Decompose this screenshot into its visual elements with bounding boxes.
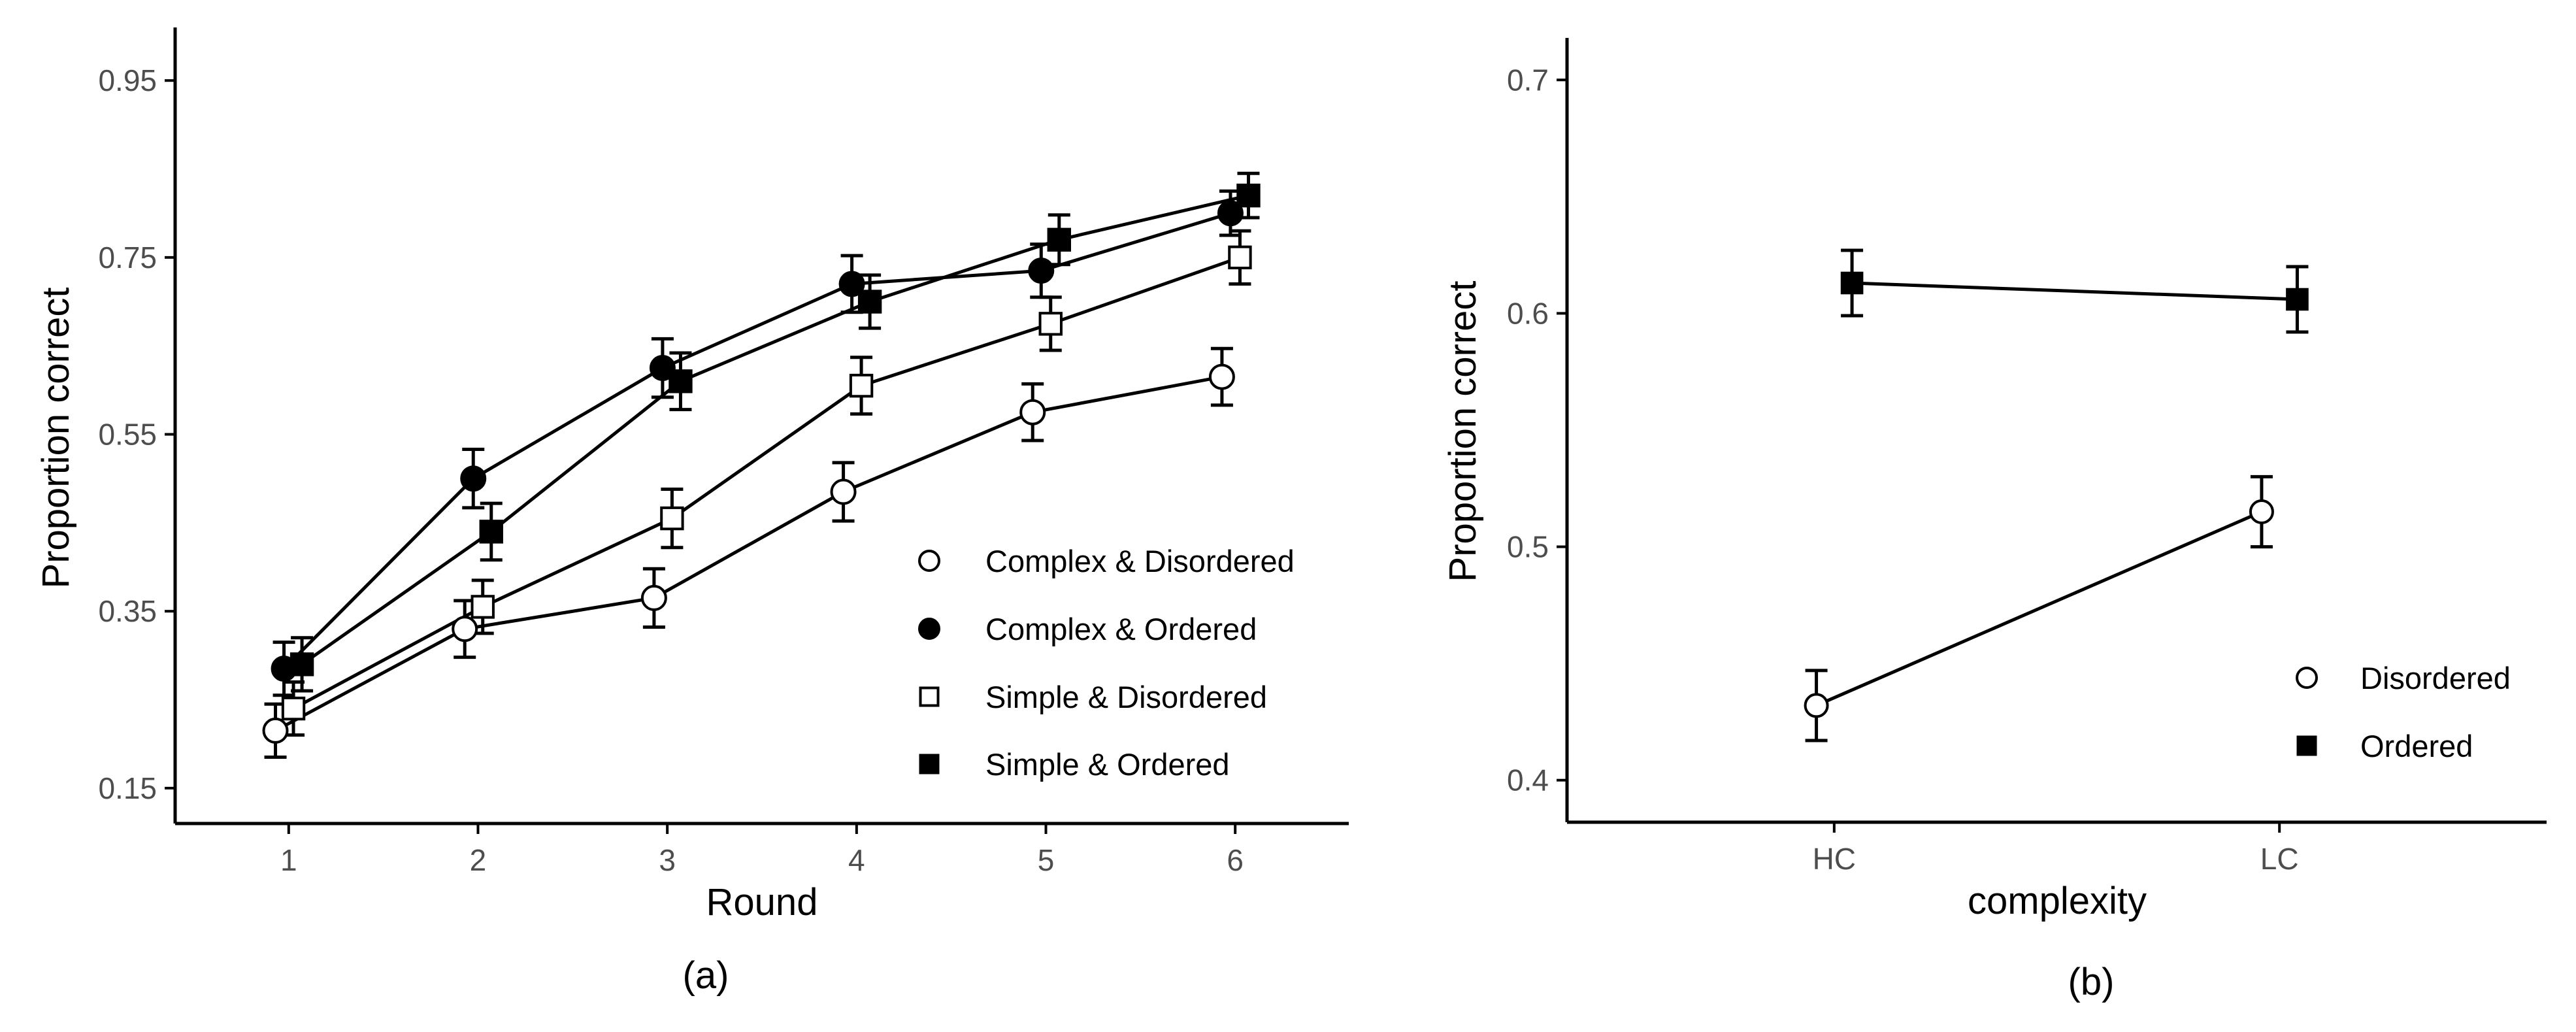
panel-b-data-point-ordered [2286, 288, 2309, 311]
panel-a-data-point-simple-ordered [479, 520, 503, 544]
legend-label: Simple & Disordered [985, 680, 1267, 714]
panel-a-y-tick-label: 0.35 [98, 594, 157, 628]
panel-a-data-point-simple-ordered [289, 652, 314, 676]
panel-a-data-point-complex-disordered [1019, 399, 1046, 425]
panel-a-x-tick-label: 6 [1227, 843, 1244, 877]
panel-a-data-point-complex-ordered [649, 355, 676, 382]
panel-b-y-tick-label: 0.5 [1507, 530, 1549, 564]
panel-b-data-point-disordered [2249, 499, 2274, 524]
legend-label: Complex & Ordered [985, 612, 1257, 646]
panel-b-legend-item: Ordered [2296, 729, 2473, 763]
legend-key-simple-ordered [919, 754, 940, 774]
panel-b-y-tick-label: 0.4 [1507, 763, 1549, 797]
legend-key-complex-ordered [918, 618, 940, 640]
legend-key-ordered [2296, 735, 2317, 756]
panel-a-data-point-complex-ordered [838, 271, 865, 297]
panel-a-data-point-complex-ordered [1217, 200, 1244, 227]
panel-a-data-point-simple-ordered [857, 290, 882, 314]
panel-a-x-tick-label: 5 [1038, 843, 1055, 877]
panel-a-x-tick-label: 1 [280, 843, 297, 877]
panel-a-data-point-complex-disordered [1208, 363, 1235, 390]
panel-a-x-tick-label: 3 [659, 843, 676, 877]
legend-label: Simple & Ordered [985, 747, 1230, 782]
panel-a-legend-item: Simple & Disordered [919, 680, 1267, 714]
panel-a-data-point-simple-ordered [669, 369, 693, 393]
panel-a-x-axis-title: Round [706, 881, 818, 924]
legend-key-complex-disordered [918, 550, 940, 572]
panel-a-legend-item: Complex & Disordered [918, 544, 1295, 578]
panel-b-caption: (b) [2068, 961, 2115, 1003]
panel-b-series-line-1 [1851, 281, 2298, 301]
panel-a-data-point-simple-disordered [471, 595, 495, 619]
panel-b-y-tick-label: 0.7 [1507, 63, 1549, 97]
legend-label: Complex & Disordered [985, 544, 1295, 578]
panel-a-data-point-complex-disordered [452, 616, 478, 642]
panel-a-data-point-simple-ordered [1047, 227, 1071, 252]
panel-b-data-point-disordered [1804, 693, 1829, 718]
panel-a-series-line-1 [282, 211, 1231, 670]
panel-b-x-tick-label: HC [1813, 842, 1856, 876]
panel-a-series-line-0 [274, 375, 1223, 733]
panel-a-data-point-complex-disordered [262, 717, 289, 744]
legend-key-simple-disordered [919, 686, 940, 707]
panel-b-series-line-0 [1815, 510, 2262, 707]
panel-a-y-axis-title: Proportion correct [35, 288, 77, 589]
panel-a-data-point-simple-disordered [660, 506, 684, 531]
panel-a-x-tick-label: 2 [470, 843, 487, 877]
panel-a-data-point-simple-disordered [1038, 312, 1063, 336]
panel-a-caption: (a) [683, 954, 729, 997]
panel-b-data-point-ordered [1840, 271, 1864, 295]
panel-a-y-tick-label: 0.95 [98, 63, 157, 97]
panel-a-series-line-2 [292, 256, 1241, 710]
panel-a-y-tick-label: 0.15 [98, 771, 157, 805]
panel-a-data-point-simple-disordered [281, 696, 306, 721]
legend-label: Disordered [2360, 661, 2511, 695]
panel-b-y-axis-title: Proportion correct [1442, 281, 1484, 582]
panel-a-y-tick-label: 0.75 [98, 241, 157, 275]
panel-b-x-tick-label: LC [2260, 842, 2299, 876]
panel-a-data-point-complex-disordered [830, 478, 857, 505]
panel-b-legend-item: Disordered [2296, 661, 2511, 695]
panel-a-legend-item: Complex & Ordered [918, 612, 1257, 646]
panel-a-y-tick-label: 0.55 [98, 418, 157, 452]
panel-a-data-point-complex-disordered [640, 584, 667, 611]
panel-a: 0.15 0.35 0.55 0.75 0.95 1 2 3 4 5 6 Round Propor… [35, 27, 1349, 997]
panel-a-data-point-complex-ordered [460, 465, 487, 492]
panel-a-data-point-simple-disordered [1228, 245, 1252, 270]
panel-a-data-point-simple-disordered [849, 373, 874, 398]
panel-a-legend-item: Simple & Ordered [919, 747, 1230, 782]
panel-a-data-point-simple-ordered [1236, 183, 1261, 208]
panel-b-x-axis-title: complexity [1968, 880, 2147, 922]
panel-a-data-point-complex-ordered [1028, 258, 1055, 284]
panel-b: 0.4 0.5 0.6 0.7 HC LC complexity Proportion … [1442, 38, 2547, 1003]
legend-key-disordered [2296, 667, 2318, 689]
legend-label: Ordered [2360, 729, 2473, 763]
panel-b-y-tick-label: 0.6 [1507, 296, 1549, 330]
panel-a-series-line-3 [301, 193, 1249, 666]
panel-a-x-tick-label: 4 [848, 843, 865, 877]
